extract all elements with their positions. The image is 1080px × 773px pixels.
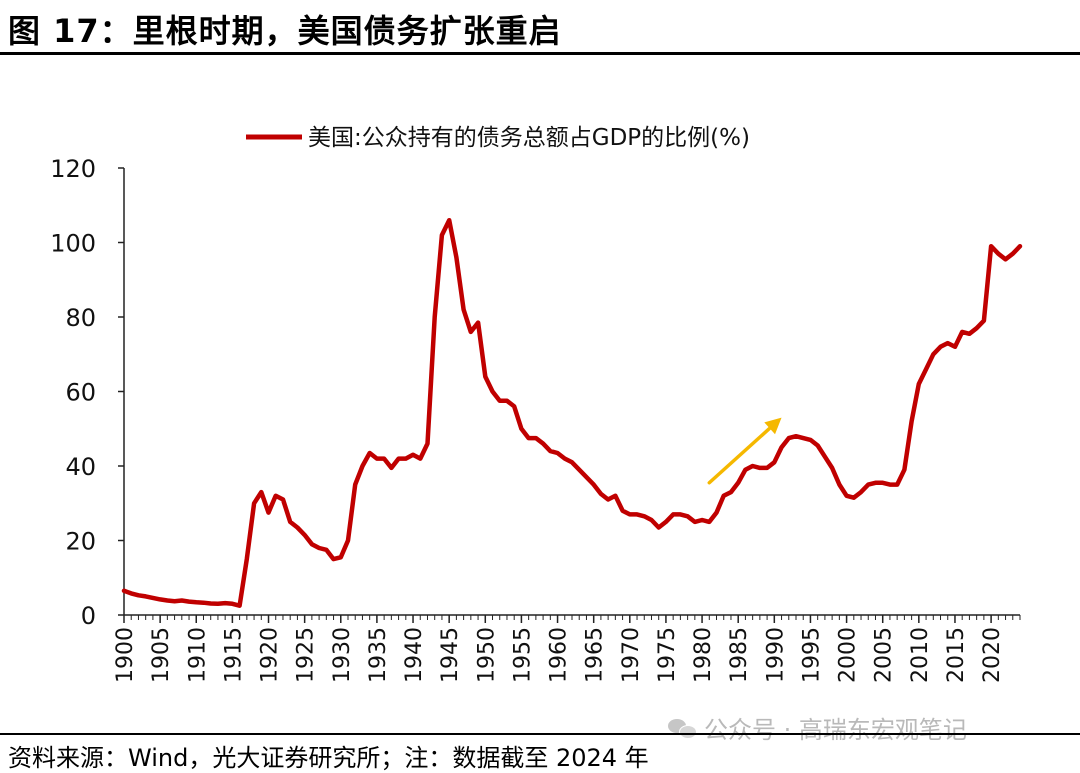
y-axis: 0 20 40 60 80 100 120 <box>50 155 125 630</box>
legend-label: 美国:公众持有的债务总额占GDP的比例(%) <box>308 125 750 151</box>
y-tick-label: 80 <box>65 304 96 332</box>
watermark: 公众号 · 高瑞东宏观笔记 <box>668 710 967 745</box>
x-tick-label: 2005 <box>872 627 897 683</box>
x-tick-label: 1915 <box>221 627 246 683</box>
arrow-shaft <box>707 426 772 485</box>
x-tick-label: 2000 <box>836 627 861 683</box>
x-tick-label: 1925 <box>294 627 319 683</box>
wechat-icon <box>668 717 698 739</box>
x-tick-label: 1955 <box>510 627 535 683</box>
title-divider <box>0 52 1080 55</box>
arrow-head <box>764 417 782 435</box>
x-tick-label: 1945 <box>438 627 463 683</box>
x-tick-label: 1910 <box>185 627 210 683</box>
y-tick-label: 0 <box>81 602 96 630</box>
x-tick-label: 1970 <box>619 627 644 683</box>
watermark-text: 公众号 · 高瑞东宏观笔记 <box>704 716 967 744</box>
x-tick-label: 1960 <box>547 627 572 683</box>
legend: 美国:公众持有的债务总额占GDP的比例(%) <box>246 125 750 151</box>
y-tick-label: 60 <box>65 379 96 407</box>
footer-divider <box>0 733 1080 735</box>
trend-arrow <box>707 417 782 485</box>
x-tick-label: 2015 <box>944 627 969 683</box>
x-tick-label: 1905 <box>149 627 174 683</box>
x-tick-label: 1920 <box>258 627 283 683</box>
y-tick-label: 20 <box>65 528 96 556</box>
x-tick-label: 2010 <box>908 627 933 683</box>
x-tick-label: 1930 <box>330 627 355 683</box>
page-title: 图 17：里根时期，美国债务扩张重启 <box>8 12 562 50</box>
y-tick-label: 40 <box>65 453 96 481</box>
x-tick-label: 2020 <box>980 627 1005 683</box>
x-tick-label: 1935 <box>366 627 391 683</box>
x-axis: 1900 1905 1910 1915 1920 1925 1930 1935 1940 1945… <box>113 614 1021 683</box>
x-tick-label: 1940 <box>402 627 427 683</box>
series-line <box>121 217 1023 608</box>
y-tick-label: 100 <box>50 230 96 258</box>
x-tick-label: 1900 <box>113 627 138 683</box>
x-tick-label: 1965 <box>583 627 608 683</box>
x-tick-label: 1990 <box>763 627 788 683</box>
x-tick-label: 1985 <box>727 627 752 683</box>
y-tick-label: 120 <box>50 155 96 183</box>
x-tick-label: 1975 <box>655 627 680 683</box>
source-note: 资料来源：Wind，光大证券研究所；注：数据截至 2024 年 <box>8 744 649 772</box>
x-tick-label: 1995 <box>799 627 824 683</box>
x-tick-label: 1980 <box>691 627 716 683</box>
x-tick-label: 1950 <box>474 627 499 683</box>
